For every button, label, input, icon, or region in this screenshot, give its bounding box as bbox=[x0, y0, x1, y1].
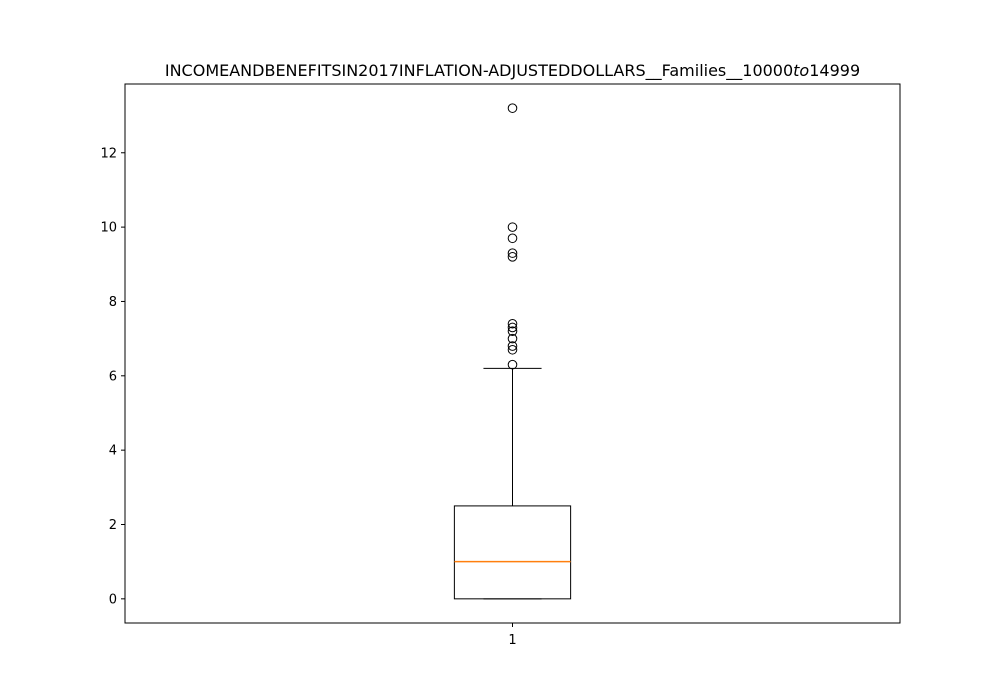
chart-title-italic: to bbox=[793, 61, 809, 80]
outlier-point bbox=[507, 359, 518, 370]
outlier-point bbox=[507, 322, 518, 333]
y-tick-label: 10 bbox=[100, 221, 117, 236]
x-tick-label: 1 bbox=[508, 633, 516, 648]
y-tick-label: 4 bbox=[109, 444, 117, 459]
outlier-point bbox=[507, 248, 518, 258]
outlier-point bbox=[507, 326, 518, 336]
plot-area bbox=[453, 103, 572, 600]
chart-title-suffix: 14999 bbox=[809, 61, 860, 80]
outlier-point bbox=[507, 233, 518, 244]
chart-title-prefix: INCOMEANDBENEFITSIN2017INFLATION-ADJUSTE… bbox=[165, 61, 793, 81]
outlier-point bbox=[507, 252, 518, 262]
y-tick-label: 2 bbox=[109, 518, 117, 533]
outlier-point bbox=[507, 318, 518, 329]
y-tick-label: 8 bbox=[109, 295, 117, 310]
outlier-point bbox=[507, 222, 518, 232]
chart-title: INCOMEANDBENEFITSIN2017INFLATION-ADJUSTE… bbox=[165, 61, 860, 81]
outlier-point bbox=[507, 341, 518, 351]
y-tick-label: 6 bbox=[109, 369, 117, 384]
y-tick-label: 0 bbox=[109, 592, 117, 607]
outlier-point bbox=[507, 103, 518, 113]
outlier-point bbox=[507, 333, 518, 344]
iqr-box bbox=[453, 505, 572, 600]
plot-frame bbox=[124, 83, 901, 624]
outlier-point bbox=[507, 344, 518, 355]
y-tick-label: 12 bbox=[100, 146, 117, 161]
